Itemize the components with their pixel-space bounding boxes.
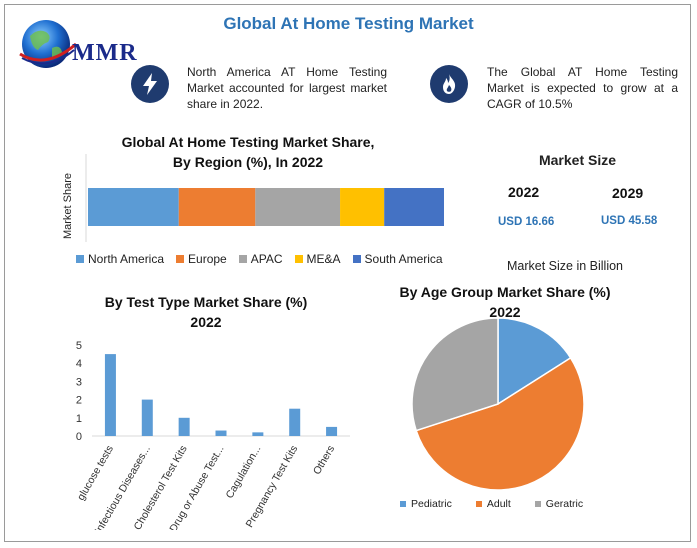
legend-swatch xyxy=(475,501,482,507)
pie-legend-item-geratric: Geratric xyxy=(534,498,584,510)
age-group-legend: Pediatric Adult Geratric xyxy=(400,498,583,510)
globe-logo-icon xyxy=(19,20,77,68)
age-group-chart-title-line1: By Age Group Market Share (%) xyxy=(399,284,611,300)
legend-swatch xyxy=(352,255,361,263)
region-bar-north-america xyxy=(88,188,179,226)
region-chart-title-line2: By Region (%), In 2022 xyxy=(172,154,324,170)
legend-item-apac: APAC xyxy=(238,252,283,266)
legend-label: ME&A xyxy=(306,252,341,266)
logo-text: MMR xyxy=(72,40,138,66)
pie-legend-item-adult: Adult xyxy=(475,498,511,510)
test-type-ytick: 1 xyxy=(76,413,82,425)
age-group-pie-svg xyxy=(411,317,585,491)
legend-label: Pediatric xyxy=(411,498,452,510)
pie-slice-pediatric xyxy=(497,317,572,406)
test-type-ytick: 0 xyxy=(76,431,82,443)
test-type-bar-glucose-tests xyxy=(104,354,116,436)
test-type-ytick: 5 xyxy=(76,340,82,352)
legend-label: Europe xyxy=(188,252,227,266)
age-group-chart-title: By Age Group Market Share (%) 2022 xyxy=(380,282,630,322)
region-bar-europe xyxy=(178,188,256,226)
region-chart-title: Global At Home Testing Market Share, By … xyxy=(88,132,408,172)
lightning-icon xyxy=(131,65,169,103)
legend-item-europe: Europe xyxy=(176,252,227,266)
test-type-bar-infectious-diseases xyxy=(141,399,153,436)
legend-item-south-america: South America xyxy=(352,252,443,266)
legend-swatch xyxy=(76,255,84,263)
region-chart-ylabel: Market Share xyxy=(62,172,74,240)
page-frame xyxy=(4,4,691,542)
legend-label: Adult xyxy=(486,498,511,510)
legend-label: North America xyxy=(88,252,165,266)
info-text-cagr: The Global AT Home Testing Market is exp… xyxy=(487,65,678,111)
test-type-bar-cholesterol-test-kits xyxy=(178,417,190,436)
legend-item-me-a: ME&A xyxy=(294,252,341,266)
legend-swatch xyxy=(400,501,406,507)
test-type-xtick-others: Others xyxy=(311,444,337,477)
test-type-bar-drug-or-abuse-test xyxy=(215,430,227,436)
info-text-north-america: North America AT Home Testing Market acc… xyxy=(187,65,387,111)
region-bar-apac xyxy=(255,188,341,226)
legend-label: Geratric xyxy=(545,498,584,510)
pie-slice-adult xyxy=(415,356,585,491)
legend-swatch xyxy=(176,255,185,263)
test-type-ytick: 2 xyxy=(76,395,82,407)
market-size-year-2022: 2022 xyxy=(508,184,540,200)
test-type-chart-title-line2: 2022 xyxy=(190,314,222,330)
test-type-ytick: 4 xyxy=(76,358,82,370)
market-size-value-2029: USD 45.58 xyxy=(601,215,658,227)
region-chart-title-line1: Global At Home Testing Market Share, xyxy=(121,134,375,150)
legend-label: South America xyxy=(364,252,443,266)
page-title: Global At Home Testing Market xyxy=(223,14,474,33)
region-bar-me-a xyxy=(340,188,385,226)
market-size-value-2022: USD 16.66 xyxy=(498,216,555,228)
test-type-xtick-cagulation: Cagulation... xyxy=(224,444,264,501)
test-type-bar-pregnancy-test-kits xyxy=(289,408,301,436)
region-bar-south-america xyxy=(384,188,444,226)
test-type-bar-cagulation xyxy=(252,432,264,436)
pie-slice-geratric xyxy=(411,317,499,432)
legend-label: APAC xyxy=(250,252,283,266)
test-type-xtick-glucose-tests: glucose tests xyxy=(75,444,116,503)
test-type-ytick: 3 xyxy=(76,376,82,388)
market-size-year-2029: 2029 xyxy=(612,185,644,201)
pie-legend-item-pediatric: Pediatric xyxy=(400,498,452,510)
test-type-chart-title-line1: By Test Type Market Share (%) xyxy=(104,294,308,310)
market-size-title: Market Size xyxy=(538,152,617,168)
test-type-chart-title: By Test Type Market Share (%) 2022 xyxy=(76,292,336,332)
legend-swatch xyxy=(238,255,247,263)
flame-icon xyxy=(430,65,468,103)
legend-item-north-america: North America xyxy=(76,252,164,266)
region-chart-svg xyxy=(85,154,444,242)
region-chart-legend: North America Europe APAC ME&A South America xyxy=(76,252,443,266)
market-size-caption: Market Size in Billion xyxy=(506,259,623,273)
test-type-bar-others xyxy=(326,426,338,436)
legend-swatch xyxy=(294,255,303,263)
age-group-chart-title-line2: 2022 xyxy=(489,304,521,320)
legend-swatch xyxy=(534,501,541,507)
